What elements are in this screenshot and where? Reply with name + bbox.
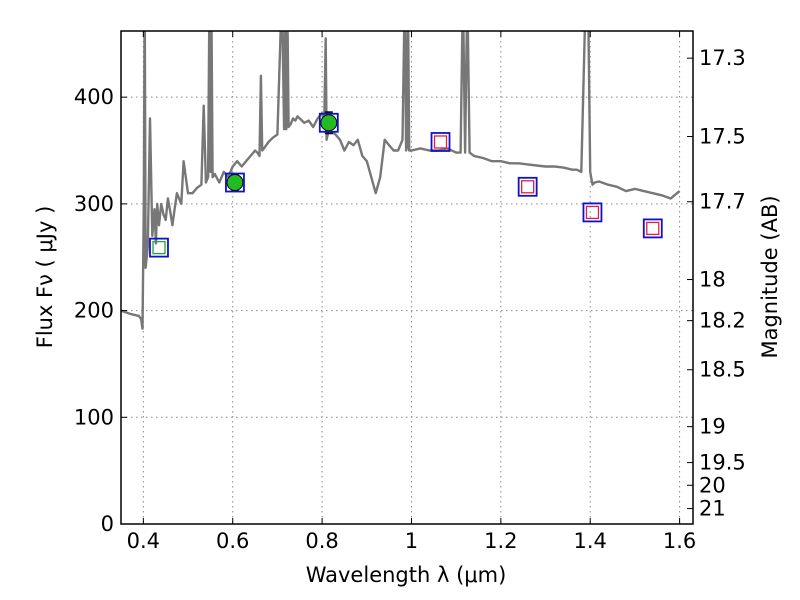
photometry-box: [642, 218, 663, 239]
y2-tick-label: 17.7: [699, 190, 746, 214]
y2-tick-label: 20: [699, 473, 726, 497]
y2-tick-label: 19.5: [699, 451, 746, 475]
y2-tick-label: 18.2: [699, 309, 746, 333]
observed-point: [226, 174, 244, 192]
y-tick-label: 100: [74, 405, 114, 429]
model-flux-box: [152, 240, 166, 255]
model-spectrum-layer: [121, 31, 681, 330]
y2-tick-label: 18: [699, 268, 726, 292]
photometry-box: [517, 176, 538, 197]
y2-tick-label: 18.5: [699, 358, 746, 382]
model-flux-box: [585, 205, 600, 220]
model-spectrum-line: [121, 31, 681, 330]
y-tick-label: 0: [101, 512, 114, 536]
y2-axis-label: Magnitude (AB): [758, 195, 782, 358]
y-tick-label: 200: [74, 299, 114, 323]
x-tick-label: 0.4: [127, 529, 160, 553]
plot-frame: [120, 30, 694, 525]
photometry-layer: [149, 111, 663, 258]
y2-tick-label: 21: [699, 497, 726, 521]
photometry-box: [430, 132, 451, 152]
observed-point: [320, 114, 338, 132]
photometry-box: [318, 112, 339, 133]
model-flux-box: [433, 135, 448, 149]
photometry-box: [582, 202, 603, 223]
model-flux-box: [521, 180, 535, 194]
y-tick-label: 400: [74, 85, 114, 109]
photometry-box: [149, 237, 169, 258]
y-tick-label: 300: [74, 192, 114, 216]
x-tick-label: 0.6: [216, 529, 249, 553]
y-axis-label: Flux Fν ( μJy ): [33, 206, 57, 349]
y2-tick-label: 17.3: [699, 46, 746, 70]
axis-ticks: 0.4 0.6 0.8 1 1.2 1.4 1.6 0 100 200 300 400 17.3 17.5…: [74, 31, 746, 553]
y2-tick-label: 17.5: [699, 125, 746, 149]
x-tick-label: 1.4: [574, 529, 607, 553]
photometry-box: [225, 172, 245, 193]
x-tick-label: 0.8: [305, 529, 338, 553]
grid-lines: [121, 31, 693, 524]
x-tick-label: 1: [405, 529, 418, 553]
y2-tick-label: 19: [699, 415, 726, 439]
x-tick-label: 1.6: [663, 529, 696, 553]
x-tick-label: 1.2: [484, 529, 517, 553]
model-flux-box: [646, 221, 660, 236]
x-axis-label: Wavelength λ (μm): [306, 563, 507, 587]
